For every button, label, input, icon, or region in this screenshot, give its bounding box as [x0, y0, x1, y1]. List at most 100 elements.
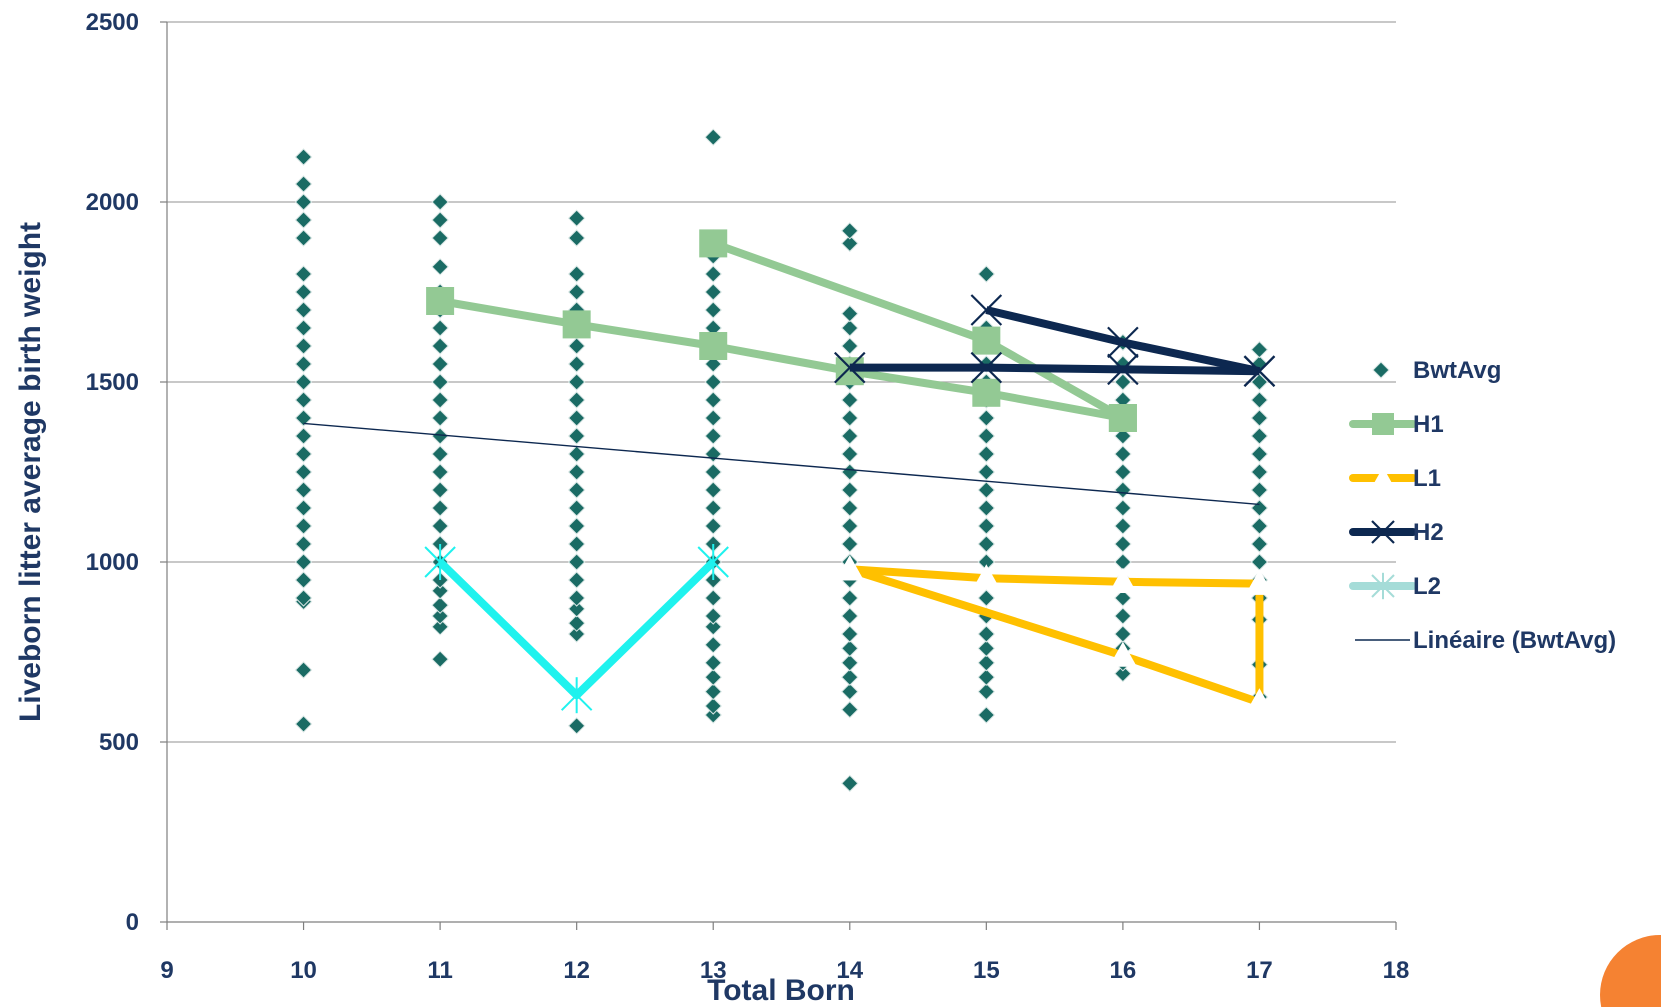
bwtavg-point — [294, 553, 313, 571]
legend-label: H1 — [1413, 411, 1444, 438]
bwtavg-point — [704, 618, 722, 636]
series-l2 — [424, 544, 729, 714]
series-point-h2 — [1107, 326, 1139, 359]
bwtavg-point — [567, 614, 586, 632]
legend-label: L2 — [1413, 573, 1441, 600]
bwtavg-point — [431, 391, 449, 409]
series-point-l1 — [1245, 569, 1274, 595]
bwtavg-point — [431, 445, 449, 463]
bwtavg-point — [841, 222, 859, 240]
bwtavg-point — [1250, 340, 1269, 359]
series-line-l1 — [848, 565, 1261, 707]
legend-label: BwtAvg — [1413, 357, 1501, 384]
bwtavg-point — [1114, 373, 1132, 391]
corner-decoration — [1600, 935, 1661, 1007]
bwtavg-point — [841, 337, 859, 355]
bwtavg-point — [294, 571, 313, 589]
bwtavg-point — [704, 499, 722, 517]
bwtavg-point — [1250, 481, 1269, 499]
y-tick-label: 1500 — [86, 369, 139, 396]
bwtavg-point — [1250, 535, 1269, 553]
bwtavg-point — [567, 535, 586, 553]
bwtavg-point — [431, 355, 449, 373]
bwtavg-point — [294, 499, 313, 517]
bwtavg-point — [294, 283, 313, 301]
bwtavg-point — [1250, 445, 1269, 463]
y-axis-title: Liveborn litter average birth weight — [14, 222, 47, 722]
bwtavg-point — [704, 265, 722, 283]
bwtavg-point — [294, 193, 313, 211]
bwtavg-point — [567, 481, 586, 499]
bwtavg-point — [1114, 625, 1132, 643]
bwtavg-point — [704, 283, 722, 301]
bwtavg-point — [704, 697, 722, 715]
series-point-l2 — [560, 677, 593, 714]
y-tick-label: 0 — [126, 909, 139, 936]
bwtavg-point — [841, 481, 859, 499]
bwtavg-point — [294, 391, 313, 409]
bwtavg-point — [431, 193, 449, 211]
legend-l1: L1 — [1349, 465, 1441, 492]
bwtavg-point — [431, 618, 449, 636]
series-point-h2 — [1243, 355, 1276, 387]
bwtavg-point — [704, 427, 722, 445]
bwtavg-point — [294, 517, 313, 535]
bwtavg-point — [977, 682, 996, 701]
bwtavg-point — [704, 481, 722, 499]
legend-label: L1 — [1413, 465, 1441, 492]
legend-label: H2 — [1413, 519, 1444, 546]
bwtavg-point — [977, 265, 996, 283]
bwtavg-point — [704, 373, 722, 391]
legend-h1: H1 — [1349, 411, 1444, 438]
series-lines — [424, 229, 1276, 714]
tick-labels: 0 500 1000 1500 2000 2500 9 10 11 12 13 14 15 16 17 18 — [86, 9, 1410, 984]
bwtavg-point — [977, 445, 996, 463]
bwtavg-point — [294, 715, 313, 733]
bwtavg-point — [841, 427, 859, 445]
bwtavg-point — [704, 668, 722, 686]
bwtavg-point — [567, 373, 586, 391]
bwtavg-point — [977, 463, 996, 481]
x-tick-label: 15 — [973, 957, 1000, 984]
legend-trendline: Linéaire (BwtAvg) — [1355, 627, 1616, 654]
x-tick-label: 17 — [1246, 957, 1273, 984]
bwtavg-point — [841, 589, 859, 607]
bwtavg-point — [431, 211, 449, 229]
bwtavg-point — [567, 571, 586, 589]
bwtavg-point — [567, 283, 586, 301]
bwtavg-point — [431, 582, 449, 600]
bwtavg-point — [1114, 553, 1132, 571]
x-tick-label: 14 — [836, 957, 863, 984]
bwtavg-point — [704, 301, 722, 319]
trendline — [303, 422, 1260, 506]
series-point-h2 — [970, 351, 1003, 384]
x-tick-label: 13 — [700, 957, 727, 984]
series-point-h1 — [562, 310, 591, 339]
series-h2 — [833, 294, 1276, 387]
bwtavg-point — [704, 654, 722, 672]
bwtavg-point — [431, 373, 449, 391]
gridlines — [167, 21, 1396, 743]
bwtavg-point — [977, 639, 996, 658]
legend-marker — [1371, 572, 1395, 600]
trendline-line — [303, 422, 1260, 506]
bwtavg-point — [431, 229, 449, 247]
bwtavg-point — [977, 481, 996, 499]
bwtavg-point — [567, 337, 586, 355]
bwtavg-point — [704, 128, 722, 146]
bwtavg-point — [431, 499, 449, 517]
bwtavg-point — [977, 654, 996, 672]
bwtavg-point — [841, 304, 859, 323]
bwtavg-point — [841, 391, 859, 409]
bwtavg-point — [1250, 553, 1269, 571]
y-tick-label: 2000 — [86, 189, 139, 216]
series-point-h1 — [972, 378, 1001, 407]
bwtavg-point — [294, 661, 313, 679]
bwtavg-point — [567, 600, 586, 618]
bwtavg-point — [1250, 499, 1269, 517]
legend-marker — [1372, 467, 1394, 487]
bwtavg-point — [841, 445, 859, 463]
bwtavg-point — [294, 301, 313, 319]
series-point-l1 — [835, 555, 864, 581]
